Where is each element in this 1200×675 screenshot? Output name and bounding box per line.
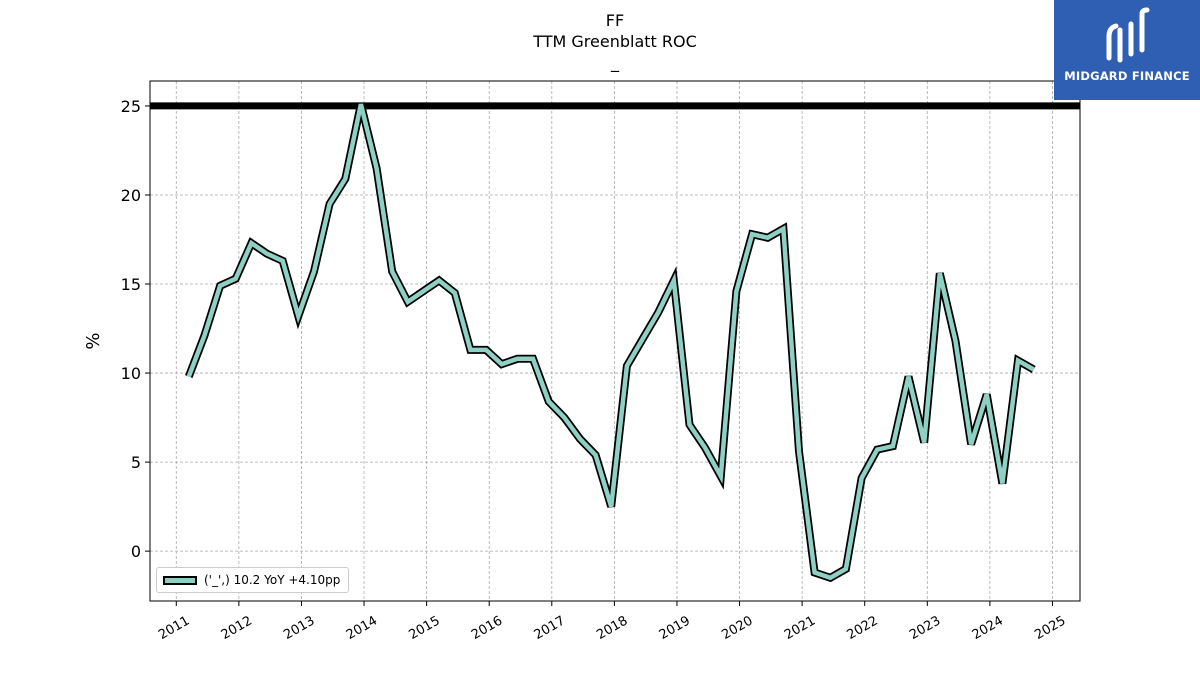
x-tick-label: 2023 — [907, 613, 943, 643]
x-tick-label: 2025 — [1032, 613, 1068, 643]
legend: ('_',) 10.2 YoY +4.10pp — [156, 567, 350, 593]
x-tick-label: 2012 — [219, 613, 255, 643]
y-tick-label: 10 — [121, 364, 141, 383]
x-tick-label: 2017 — [532, 613, 568, 643]
series-group — [185, 103, 1036, 583]
chart-title-metric: TTM Greenblatt ROC — [533, 32, 697, 51]
y-tick-label: 25 — [121, 97, 141, 116]
x-tick-label: 2022 — [845, 613, 881, 643]
y-axis-label: % — [83, 332, 104, 349]
chart-title-block: FF TTM Greenblatt ROC _ — [150, 10, 1080, 73]
x-tick-label: 2019 — [657, 613, 693, 643]
x-tick-label: 2011 — [156, 613, 192, 643]
x-tick-label: 2020 — [719, 613, 755, 643]
y-tick-label: 20 — [121, 186, 141, 205]
x-tick-label: 2018 — [594, 613, 630, 643]
x-tick-label: 2024 — [970, 613, 1006, 643]
grid-lines — [150, 81, 1080, 601]
x-tick-label: 2015 — [406, 613, 442, 643]
legend-label: ('_',) 10.2 YoY +4.10pp — [204, 573, 341, 587]
chart-title-ticker: FF — [605, 11, 625, 30]
plot-frame — [149, 80, 1081, 602]
y-tick-label: 15 — [121, 275, 141, 294]
midgard-finance-logo: MIDGARD FINANCE — [1054, 0, 1200, 100]
y-tick-label: 0 — [131, 542, 141, 561]
x-tick-label: 2013 — [281, 613, 317, 643]
x-tick-label: 2021 — [782, 613, 818, 643]
legend-swatch — [163, 575, 197, 585]
logo-mark-icon — [1106, 7, 1150, 63]
y-tick-label: 5 — [131, 453, 141, 472]
x-tick-label: 2016 — [469, 613, 505, 643]
x-axis: 2011 2012 2013 2014 2015 2016 2017 2018 2019 2020… — [156, 601, 1068, 643]
x-tick-label: 2014 — [344, 613, 380, 643]
y-axis: 0 5 10 15 20 25 — [121, 97, 150, 561]
chart-subtitle: _ — [611, 53, 619, 72]
logo-text: MIDGARD FINANCE — [1064, 69, 1190, 83]
series-line — [186, 103, 1035, 581]
